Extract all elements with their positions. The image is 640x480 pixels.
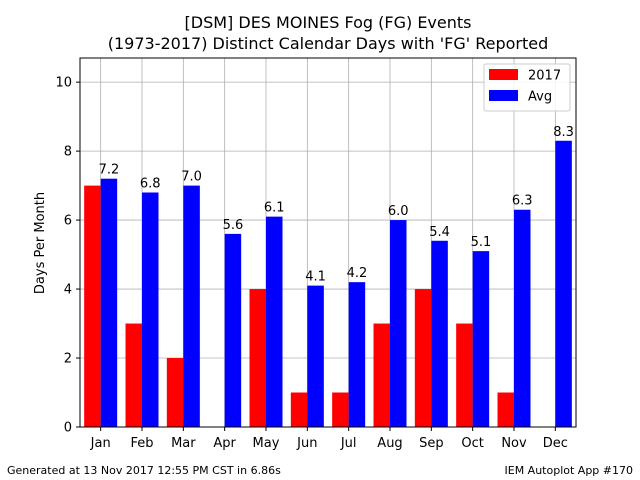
y-tick-label: 8	[64, 145, 72, 160]
bar-avg	[348, 282, 366, 427]
bar-avg	[100, 178, 118, 427]
x-tick-label: Feb	[130, 436, 153, 451]
legend-swatch	[489, 69, 518, 80]
footer-app-text: IEM Autoplot App #170	[504, 464, 634, 477]
bar-2017	[166, 358, 184, 427]
x-tick-label: Jul	[340, 436, 357, 451]
bar-avg	[266, 216, 283, 427]
y-tick-label: 10	[55, 76, 72, 91]
bar-2017	[249, 289, 266, 427]
bar-avg	[224, 233, 242, 427]
x-tick-label: Jan	[90, 436, 111, 451]
y-tick-label: 6	[64, 214, 72, 229]
axes-group: 0 2 4 6 8 10 Jan Feb Mar Apr May Jun Jul Aug Sep Oct Nov…	[55, 57, 577, 451]
y-tick-label: 4	[64, 283, 72, 298]
data-label: 5.1	[471, 235, 492, 250]
footer-generated-text: Generated at 13 Nov 2017 12:55 PM CST in…	[7, 464, 281, 477]
legend-swatch	[489, 90, 518, 101]
bar-avg	[307, 285, 324, 427]
data-label: 7.0	[181, 170, 202, 185]
bar-avg	[472, 251, 490, 427]
data-label: 6.3	[512, 194, 533, 209]
data-label: 7.2	[99, 163, 120, 178]
x-tick-label: Mar	[171, 436, 196, 451]
bar-avg	[431, 240, 448, 427]
x-tick-label: May	[253, 436, 280, 451]
legend-label: Avg	[528, 90, 552, 105]
bar-2017	[332, 392, 349, 427]
bar-2017	[290, 392, 308, 427]
y-tick-label: 2	[64, 352, 72, 367]
legend-label: 2017	[528, 69, 561, 84]
x-tick-label: Jun	[296, 436, 317, 451]
y-tick-label: 0	[64, 421, 72, 436]
data-label: 6.0	[388, 204, 409, 219]
x-tick-label: Oct	[461, 436, 483, 451]
x-tick-label: Aug	[377, 436, 402, 451]
data-labels-group: 7.2 6.8 7.0 5.6 6.1 4.1 4.2 6.0 5.4 5.1 6.3 8.3	[99, 125, 574, 285]
chart-subtitle: (1973-2017) Distinct Calendar Days with …	[108, 34, 549, 53]
x-tick-label: Nov	[501, 436, 527, 451]
bar-avg	[555, 140, 572, 427]
data-label: 4.2	[347, 266, 368, 281]
x-tick-label: Sep	[419, 436, 444, 451]
bar-avg	[514, 209, 531, 427]
bar-2017	[373, 323, 390, 427]
data-label: 5.6	[223, 218, 244, 233]
data-label: 6.8	[140, 176, 161, 191]
plot-frame	[79, 57, 577, 428]
legend: 2017 Avg	[483, 63, 571, 112]
data-label: 6.1	[264, 201, 285, 216]
bars-group	[84, 140, 572, 427]
bar-2017	[84, 185, 101, 427]
bar-2017	[456, 323, 473, 427]
chart-title: [DSM] DES MOINES Fog (FG) Events	[185, 13, 472, 32]
x-tick-label: Dec	[543, 436, 568, 451]
y-axis-label: Days Per Month	[33, 192, 48, 294]
bar-avg	[183, 185, 200, 427]
bar-avg	[390, 220, 407, 427]
bar-avg	[142, 192, 159, 427]
x-tick-label: Apr	[213, 436, 236, 451]
bar-2017	[414, 289, 432, 427]
data-label: 5.4	[429, 225, 450, 240]
data-label: 4.1	[305, 270, 326, 285]
bar-2017	[125, 323, 142, 427]
bar-2017	[497, 392, 514, 427]
data-label: 8.3	[553, 125, 574, 140]
